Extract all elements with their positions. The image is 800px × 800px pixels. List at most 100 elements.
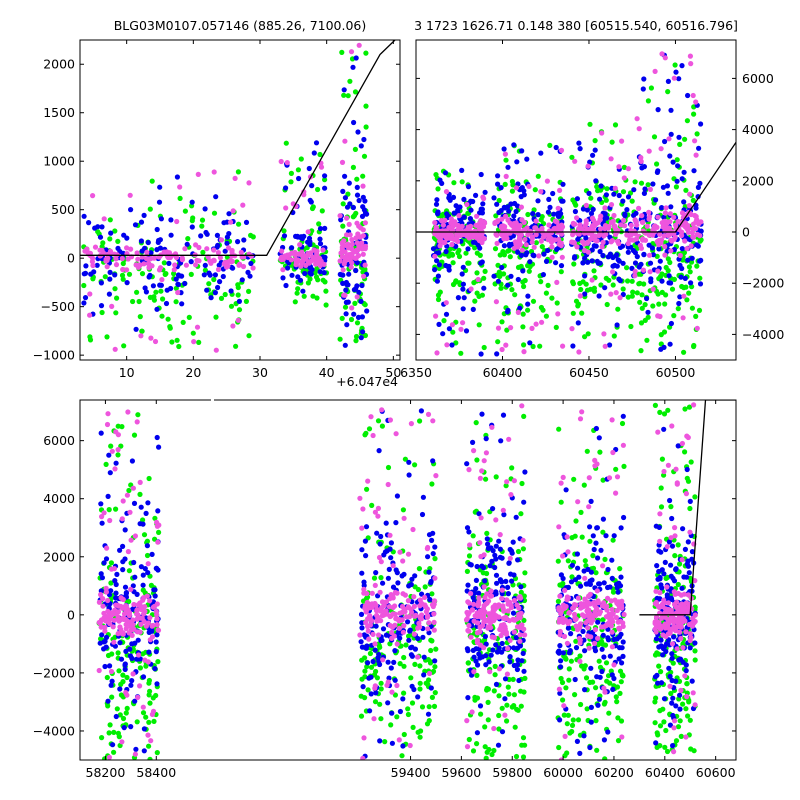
tr-point [598, 213, 604, 219]
b-point [567, 618, 573, 625]
b-point [470, 533, 476, 539]
b-point [379, 407, 385, 413]
b-point [411, 686, 417, 693]
tl-point [348, 49, 355, 55]
tr-point [554, 300, 560, 306]
tr-point [665, 190, 671, 196]
tr-point [660, 184, 667, 190]
b-point [431, 786, 436, 791]
tl-point [90, 193, 96, 199]
tl-point [104, 264, 110, 270]
tl-point [310, 293, 316, 299]
b-point [117, 686, 123, 692]
b-point [417, 418, 423, 424]
tr-point [579, 310, 585, 316]
b-point [572, 577, 579, 583]
tr-point [436, 262, 442, 268]
tr-x-tick-label: 60500 [656, 365, 696, 380]
tr-point [492, 220, 498, 226]
tr-point [618, 222, 624, 228]
b-point [667, 497, 673, 504]
b-point [113, 429, 119, 435]
b-point [393, 615, 400, 621]
tr-point [664, 219, 670, 225]
b-point [578, 509, 584, 515]
b-point [392, 677, 398, 683]
b-point [394, 493, 400, 499]
b-point [614, 699, 620, 705]
b-point [560, 575, 566, 582]
tr-point [619, 138, 625, 144]
tr-point [646, 252, 653, 258]
tr-point [576, 349, 582, 355]
tr-point [672, 62, 678, 68]
tl-point [322, 177, 328, 183]
b-point [464, 525, 471, 531]
tl-point [148, 256, 154, 262]
tr-point [506, 247, 512, 253]
tl-point [298, 156, 304, 162]
b-point [128, 623, 134, 630]
b-point [147, 700, 153, 706]
b-point [596, 581, 602, 587]
b-point [509, 578, 515, 584]
b-point [482, 633, 488, 640]
tl-point [189, 224, 195, 230]
tr-point [584, 207, 591, 213]
b-point [424, 614, 431, 620]
tr-point [511, 142, 517, 148]
tr-point [657, 231, 663, 237]
tl-series-blue [164, 174, 256, 307]
tl-point [144, 249, 150, 255]
b-point [371, 575, 378, 581]
tl-point [343, 287, 349, 293]
b-point [665, 462, 672, 468]
tl-point [350, 64, 356, 70]
tl-point [319, 208, 325, 214]
b-point [425, 554, 431, 560]
tr-point [518, 204, 525, 210]
tr-point [493, 299, 499, 305]
tl-point [88, 271, 94, 277]
tr-point [543, 313, 550, 319]
b-point [498, 632, 504, 639]
b-point [502, 676, 509, 682]
top-right-panel: 6350 60400 60450 60500−4000−200002000400060… [400, 39, 784, 380]
b-point [406, 472, 412, 478]
tl-point [295, 274, 301, 280]
b-point [658, 582, 664, 588]
b-point [564, 640, 571, 646]
b-point [405, 619, 411, 625]
b-point [520, 650, 526, 657]
b-point [143, 663, 149, 669]
b-point [409, 576, 415, 582]
b-point [620, 653, 626, 660]
b-point [424, 680, 430, 686]
tr-point [585, 249, 592, 255]
b-point [432, 556, 438, 562]
tr-point [696, 307, 703, 313]
b-point [138, 621, 144, 628]
tr-point [545, 209, 552, 215]
tr-point [503, 213, 509, 219]
tr-point [446, 195, 452, 201]
tr-point [687, 53, 694, 59]
tr-point [695, 194, 701, 200]
tr-point [646, 232, 652, 238]
b-point [499, 587, 505, 593]
tr-point [505, 164, 511, 170]
b-point [511, 597, 518, 604]
tr-point [502, 224, 508, 230]
tl-point [309, 205, 316, 212]
tr-point [579, 239, 586, 245]
tr-point [437, 177, 443, 183]
tr-point [572, 208, 579, 215]
tl-point [165, 316, 171, 322]
tl-point [340, 223, 346, 229]
tl-point [339, 159, 346, 165]
tl-point [172, 262, 178, 268]
tl-point [120, 276, 126, 282]
b-point [588, 665, 594, 671]
tr-point [547, 204, 553, 210]
tr-point [667, 259, 673, 266]
